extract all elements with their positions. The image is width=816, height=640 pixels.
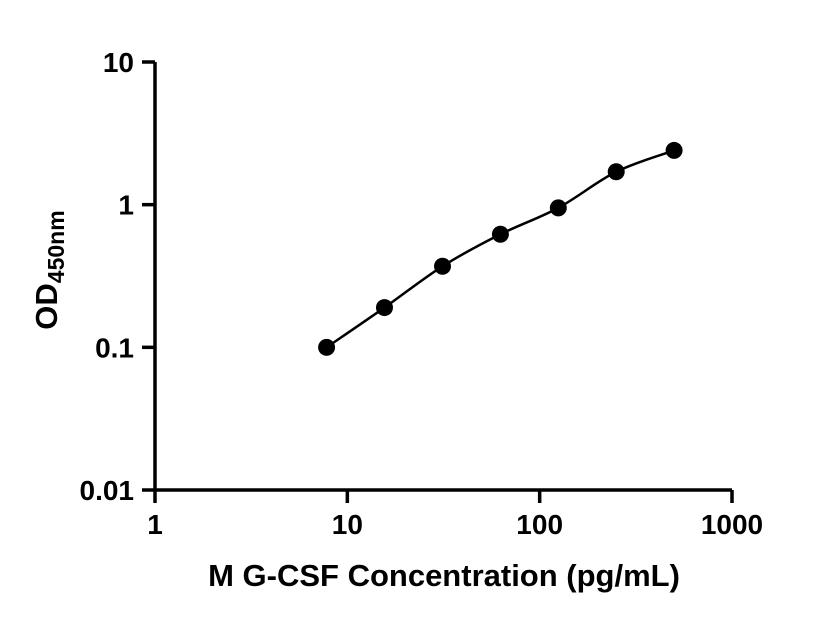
data-point [318,338,336,356]
data-point [549,199,567,217]
plot-area: 0.01 0.1 1 10 1 10 100 1000 [80,47,764,540]
y-tick-label: 0.1 [95,332,134,363]
data-point [607,163,625,181]
x-axis-title: M G-CSF Concentration (pg/mL) [208,558,680,593]
y-axis-title: OD450nm [29,210,69,329]
data-point [665,141,683,159]
y-axis-title-main: OD [29,283,64,330]
y-axis-title-subscript: 450nm [43,210,69,283]
x-tick-label: 1 [147,509,163,540]
x-tick-label: 1000 [701,509,763,540]
x-tick-label: 10 [332,509,363,540]
y-tick-label: 10 [103,47,134,78]
data-point [434,257,452,275]
y-tick-label: 1 [118,190,134,221]
svg-text:OD450nm: OD450nm [29,210,69,329]
y-tick-label: 0.01 [80,475,135,506]
standard-curve-line [325,149,675,349]
axis-spines [153,62,732,492]
x-tick-label: 100 [516,509,563,540]
data-point [375,299,393,317]
data-point [491,225,509,243]
